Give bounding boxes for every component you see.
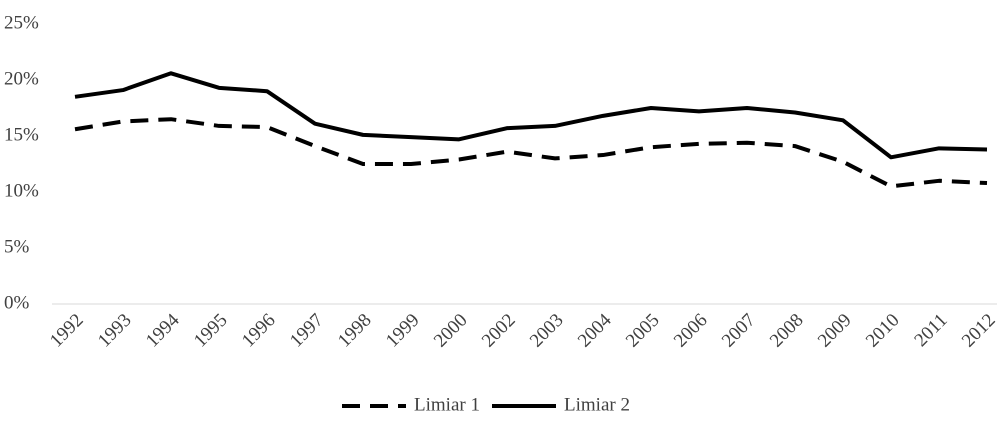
x-tick-label: 1995: [190, 310, 232, 352]
x-tick-label: 2011: [910, 310, 951, 351]
x-tick-label: 1996: [238, 310, 280, 352]
y-tick-label: 25%: [4, 12, 39, 33]
y-tick-label: 5%: [4, 236, 30, 257]
y-tick-label: 0%: [4, 292, 30, 313]
series-line: [74, 71, 988, 160]
x-tick-label: 1993: [94, 310, 136, 352]
x-tick-label: 2000: [430, 310, 472, 352]
x-tick-label: 2006: [670, 310, 712, 352]
y-tick-label: 10%: [4, 180, 39, 201]
y-tick-label: 15%: [4, 124, 39, 145]
x-tick-label: 1992: [46, 310, 88, 352]
series-line: [74, 117, 988, 189]
legend-label: Limiar 2: [564, 394, 630, 415]
x-tick-label: 1999: [382, 310, 424, 352]
y-tick-label: 20%: [4, 68, 39, 89]
x-tick-label: 1998: [334, 310, 376, 352]
x-tick-label: 2005: [622, 310, 664, 352]
x-tick-label: 1994: [142, 309, 184, 351]
legend-label: Limiar 1: [414, 394, 480, 415]
x-tick-label: 2008: [766, 310, 808, 352]
x-tick-label: 2009: [814, 310, 856, 352]
x-tick-label: 2007: [718, 310, 760, 352]
x-tick-label: 2012: [958, 310, 1000, 352]
x-tick-label: 2002: [478, 310, 520, 352]
x-tick-label: 2003: [526, 310, 568, 352]
x-tick-label: 2004: [574, 309, 616, 351]
x-tick-label: 1997: [286, 310, 328, 352]
x-tick-label: 2010: [862, 310, 904, 352]
